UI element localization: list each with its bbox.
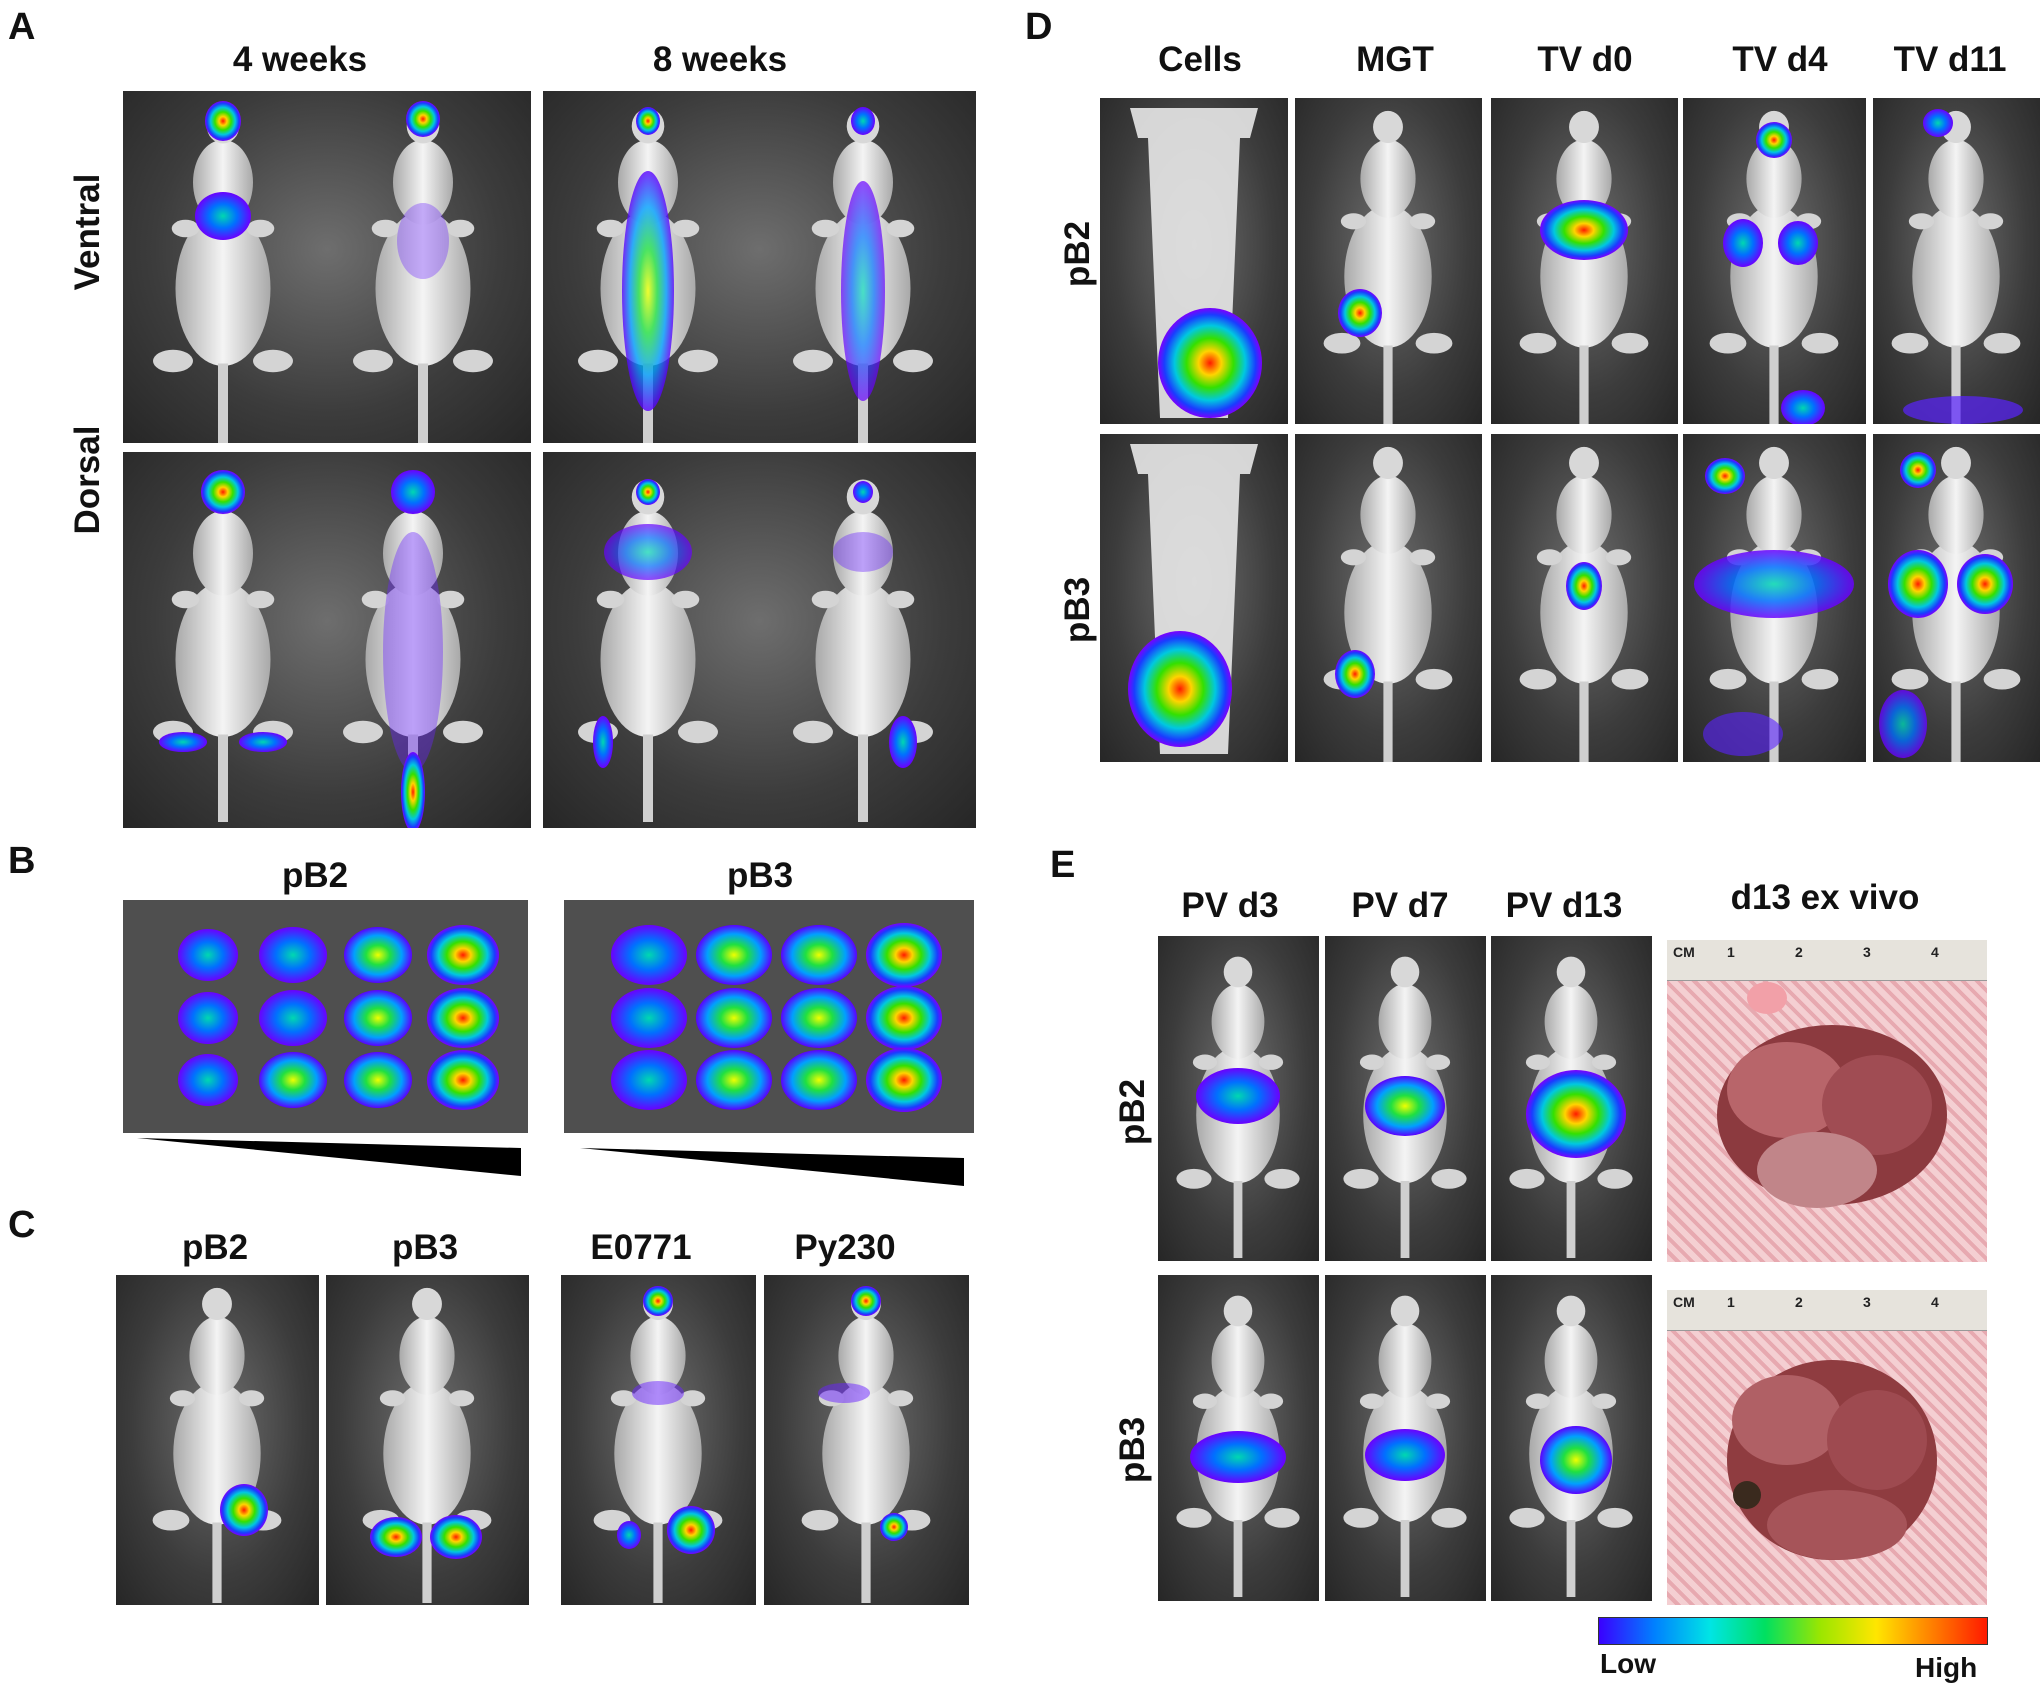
image-d-pb2-tv-d4 xyxy=(1683,98,1866,424)
ruler: CM 1 2 3 4 xyxy=(1667,1290,1987,1331)
ruler-tick-4: 4 xyxy=(1931,944,1939,960)
image-a-dorsal-8wk xyxy=(543,452,976,828)
row-label-d-pb2: pB2 xyxy=(1058,220,1097,288)
image-a-ventral-4wk xyxy=(123,91,531,443)
row-label-e-pb3: pB3 xyxy=(1113,1416,1152,1484)
ruler-tick-1: 1 xyxy=(1727,944,1735,960)
image-c-e0771 xyxy=(561,1275,756,1605)
image-c-pb3 xyxy=(326,1275,529,1605)
image-e-pb2-pv-d13 xyxy=(1491,936,1652,1261)
ruler-tick-2: 2 xyxy=(1795,944,1803,960)
colorbar xyxy=(1598,1617,1988,1645)
panel-letter-a: A xyxy=(8,6,36,48)
image-d-pb3-mgt xyxy=(1295,434,1482,762)
row-label-dorsal: Dorsal xyxy=(68,425,107,535)
image-d-pb2-cells xyxy=(1100,98,1288,424)
col-label-d-tv-d4: TV d4 xyxy=(1732,40,1828,79)
ruler-tick-4: 4 xyxy=(1931,1294,1939,1310)
col-label-d-cells: Cells xyxy=(1158,40,1242,79)
ruler-tick-3: 3 xyxy=(1863,1294,1871,1310)
col-label-d-tv-d11: TV d11 xyxy=(1893,40,2007,79)
panel-letter-d: D xyxy=(1025,6,1053,48)
concentration-wedge-pb3 xyxy=(580,1148,964,1186)
col-label-c-py230: Py230 xyxy=(794,1228,896,1267)
image-c-py230 xyxy=(764,1275,969,1605)
photo-e-pb2-ex-vivo: CM 1 2 3 4 xyxy=(1667,940,1987,1262)
panel-letter-c: C xyxy=(8,1204,36,1246)
image-d-pb3-cells xyxy=(1100,434,1288,762)
col-label-b-pb3: pB3 xyxy=(726,856,794,895)
ruler-tick-2: 2 xyxy=(1795,1294,1803,1310)
image-d-pb3-tv-d11 xyxy=(1873,434,2040,762)
image-a-dorsal-4wk xyxy=(123,452,531,828)
ruler-tick-1: 1 xyxy=(1727,1294,1735,1310)
col-label-b-pb2: pB2 xyxy=(281,856,349,895)
col-label-e-pv-d3: PV d3 xyxy=(1181,886,1279,925)
col-label-e-ex-vivo: d13 ex vivo xyxy=(1730,878,1920,917)
image-e-pb2-pv-d7 xyxy=(1325,936,1486,1261)
col-label-d-tv-d0: TV d0 xyxy=(1537,40,1633,79)
image-d-pb3-tv-d0 xyxy=(1491,434,1678,762)
photo-e-pb3-ex-vivo: CM 1 2 3 4 xyxy=(1667,1290,1987,1605)
row-label-ventral: Ventral xyxy=(68,173,107,291)
image-d-pb2-mgt xyxy=(1295,98,1482,424)
image-e-pb2-pv-d3 xyxy=(1158,936,1319,1261)
col-label-c-e0771: E0771 xyxy=(590,1228,692,1267)
image-d-pb3-tv-d4 xyxy=(1683,434,1866,762)
colorbar-low-label: Low xyxy=(1600,1648,1656,1679)
image-e-pb3-pv-d3 xyxy=(1158,1275,1319,1601)
image-b-plate-pb2 xyxy=(123,900,528,1133)
image-d-pb2-tv-d11 xyxy=(1873,98,2040,424)
col-label-e-pv-d13: PV d13 xyxy=(1505,886,1623,925)
image-e-pb3-pv-d13 xyxy=(1491,1275,1652,1601)
ruler-unit: CM xyxy=(1673,944,1695,960)
panel-letter-e: E xyxy=(1050,844,1076,886)
concentration-wedge-pb2 xyxy=(137,1138,521,1176)
image-c-pb2 xyxy=(116,1275,319,1605)
row-label-d-pb3: pB3 xyxy=(1058,576,1097,644)
col-label-d-mgt: MGT xyxy=(1356,40,1434,79)
col-label-8-weeks: 8 weeks xyxy=(652,40,788,79)
panel-letter-b: B xyxy=(8,840,36,882)
col-label-e-pv-d7: PV d7 xyxy=(1351,886,1449,925)
col-label-4-weeks: 4 weeks xyxy=(232,40,368,79)
image-e-pb3-pv-d7 xyxy=(1325,1275,1486,1601)
ruler-tick-3: 3 xyxy=(1863,944,1871,960)
col-label-c-pb3: pB3 xyxy=(391,1228,459,1267)
image-a-ventral-8wk xyxy=(543,91,976,443)
image-b-plate-pb3 xyxy=(564,900,974,1133)
ruler: CM 1 2 3 4 xyxy=(1667,940,1987,981)
colorbar-high-label: High xyxy=(1915,1652,1978,1683)
row-label-e-pb2: pB2 xyxy=(1113,1078,1152,1146)
ruler-unit: CM xyxy=(1673,1294,1695,1310)
col-label-c-pb2: pB2 xyxy=(181,1228,249,1267)
image-d-pb2-tv-d0 xyxy=(1491,98,1678,424)
